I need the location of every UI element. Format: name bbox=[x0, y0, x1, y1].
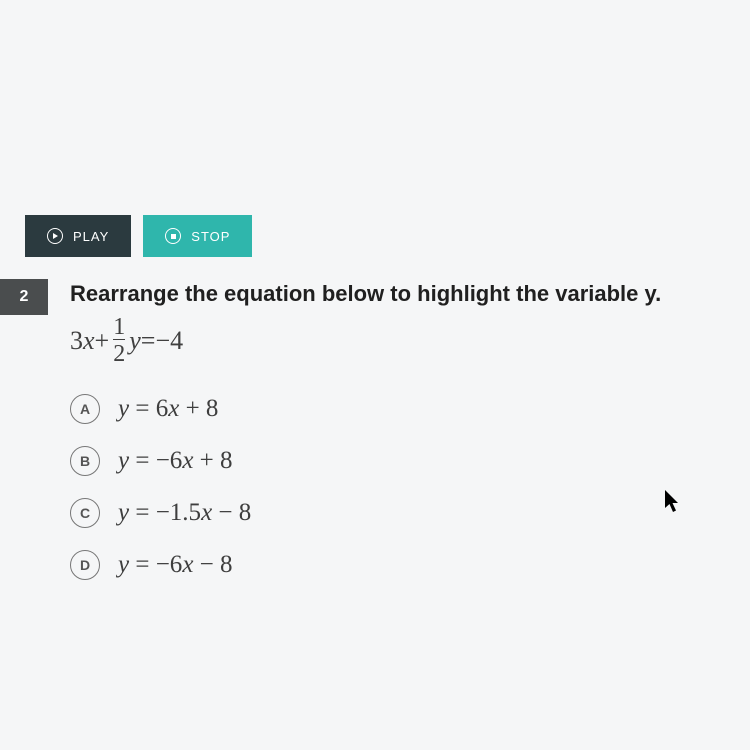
question-number: 2 bbox=[0, 279, 48, 315]
question-prompt: Rearrange the equation below to highligh… bbox=[70, 281, 661, 307]
option-text: y = −6x − 8 bbox=[118, 551, 233, 579]
play-icon bbox=[47, 228, 63, 244]
option-letter: D bbox=[70, 550, 100, 580]
eq-coef: 3 bbox=[70, 326, 83, 356]
eq-fraction: 1 2 bbox=[113, 315, 125, 366]
eq-plus: + bbox=[95, 326, 110, 356]
eq-frac-den: 2 bbox=[113, 339, 125, 366]
eq-var-x: x bbox=[83, 326, 95, 356]
play-button: PLAY bbox=[25, 215, 131, 257]
answer-options: A y = 6x + 8 B y = −6x + 8 C y = −1.5x −… bbox=[70, 394, 661, 580]
eq-frac-num: 1 bbox=[113, 315, 125, 339]
stop-button[interactable]: STOP bbox=[143, 215, 252, 257]
question-block: 2 Rearrange the equation below to highli… bbox=[0, 279, 750, 602]
option-text: y = −1.5x − 8 bbox=[118, 499, 251, 527]
eq-rhs: −4 bbox=[155, 326, 183, 356]
option-d[interactable]: D y = −6x − 8 bbox=[70, 550, 661, 580]
eq-var-y: y bbox=[129, 326, 141, 356]
top-blank-area bbox=[0, 0, 750, 215]
question-equation: 3x + 1 2 y = −4 bbox=[70, 315, 661, 366]
option-b[interactable]: B y = −6x + 8 bbox=[70, 446, 661, 476]
option-letter: C bbox=[70, 498, 100, 528]
media-controls: PLAY STOP bbox=[0, 215, 750, 257]
stop-label: STOP bbox=[191, 229, 230, 244]
option-text: y = 6x + 8 bbox=[118, 395, 218, 423]
question-body: Rearrange the equation below to highligh… bbox=[70, 279, 701, 602]
option-text: y = −6x + 8 bbox=[118, 447, 233, 475]
option-letter: A bbox=[70, 394, 100, 424]
option-letter: B bbox=[70, 446, 100, 476]
play-label: PLAY bbox=[73, 229, 109, 244]
option-a[interactable]: A y = 6x + 8 bbox=[70, 394, 661, 424]
stop-icon bbox=[165, 228, 181, 244]
option-c[interactable]: C y = −1.5x − 8 bbox=[70, 498, 661, 528]
eq-equals: = bbox=[141, 326, 156, 356]
